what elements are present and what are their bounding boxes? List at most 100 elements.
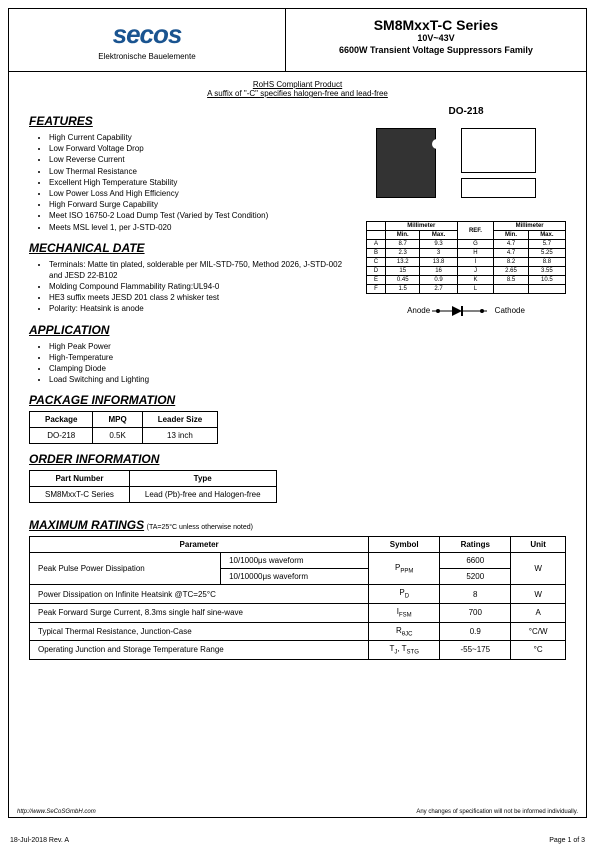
inner-footer: http://www.SeCoSGmbH.com Any changes of … [17,809,578,815]
table-header: Millimeter [494,222,566,231]
table-cell: 4.7 [494,240,529,249]
table-header: Max. [528,231,565,240]
anode-label: Anode [407,306,430,315]
list-item: High-Temperature [49,352,351,363]
dimension-table: Millimeter REF. Millimeter Min. Max. Min… [366,221,566,294]
package-marker [432,139,442,149]
list-item: Low Reverse Current [49,154,351,165]
table-cell: H [457,249,494,258]
table-header: Parameter [30,537,369,553]
logo-subtitle: Elektronische Bauelemente [24,52,270,61]
table-cell: A [367,240,386,249]
table-cell: Typical Thermal Resistance, Junction-Cas… [30,622,369,641]
table-cell: PPPM [369,553,440,585]
list-item: High Peak Power [49,341,351,352]
voltage-range: 10V~43V [296,33,576,43]
table-cell: 0.5K [93,428,142,444]
list-item: High Current Capability [49,132,351,143]
package-top-view [461,128,536,173]
table-cell: 8.8 [528,258,565,267]
table-header: Min. [494,231,529,240]
table-cell: Power Dissipation on Infinite Heatsink @… [30,585,369,604]
max-ratings-title: MAXIMUM RATINGS [29,518,144,532]
list-item: Clamping Diode [49,363,351,374]
rohs-line2: A suffix of "-C" specifies halogen-free … [9,89,586,98]
table-header: MPQ [93,412,142,428]
list-item: Molding Compound Flammability Rating:UL9… [49,281,351,292]
table-cell: -55~175 [440,641,511,660]
table-cell: 13 inch [142,428,217,444]
table-cell: L [457,285,494,294]
series-title: SM8MxxT-C Series [296,17,576,33]
footer-date: 18-Jul-2018 Rev. A [10,837,69,844]
header: secos Elektronische Bauelemente SM8MxxT-… [9,9,586,72]
table-cell: 13.2 [385,258,420,267]
table-cell: 8.5 [494,276,529,285]
diode-icon [432,304,492,318]
table-cell: 5.25 [528,249,565,258]
package-info-table: Package MPQ Leader Size DO-218 0.5K 13 i… [29,411,218,444]
table-header: Part Number [30,471,130,487]
table-cell: 3 [420,249,457,258]
table-header: Symbol [369,537,440,553]
order-info-title: ORDER INFORMATION [29,452,351,466]
table-header: Unit [511,537,566,553]
table-cell: 4.7 [494,249,529,258]
table-header: Type [129,471,276,487]
product-family: 6600W Transient Voltage Suppressors Fami… [296,45,576,55]
table-header: Max. [420,231,457,240]
table-cell: W [511,553,566,585]
list-item: High Forward Surge Capability [49,199,351,210]
table-header [367,222,386,231]
list-item: Meet ISO 16750-2 Load Dump Test (Varied … [49,210,351,221]
table-cell: 5.7 [528,240,565,249]
table-cell: F [367,285,386,294]
list-item: Excellent High Temperature Stability [49,177,351,188]
table-cell: 6600 [440,553,511,569]
order-info-table: Part Number Type SM8MxxT-C Series Lead (… [29,470,277,503]
rohs-line1: RoHS Compliant Product [9,80,586,89]
page-frame: secos Elektronische Bauelemente SM8MxxT-… [8,8,587,818]
table-cell: °C [511,641,566,660]
table-cell: 13.8 [420,258,457,267]
table-header: Leader Size [142,412,217,428]
table-cell: 0.45 [385,276,420,285]
table-cell: Lead (Pb)-free and Halogen-free [129,487,276,503]
table-cell: 0.9 [440,622,511,641]
table-cell: PD [369,585,440,604]
table-cell: 10.5 [528,276,565,285]
list-item: Polarity: Heatsink is anode [49,303,351,314]
diode-symbol: Anode Cathode [366,304,566,318]
table-cell: SM8MxxT-C Series [30,487,130,503]
max-ratings-section: MAXIMUM RATINGS (TA=25°C unless otherwis… [9,518,586,659]
table-cell: A [511,603,566,622]
table-cell: 10/1000μs waveform [221,553,369,569]
table-cell: 700 [440,603,511,622]
table-cell: C [367,258,386,267]
logo-cell: secos Elektronische Bauelemente [9,9,286,71]
list-item: Low Forward Voltage Drop [49,143,351,154]
footer-page: Page 1 of 3 [549,837,585,844]
footer-url: http://www.SeCoSGmbH.com [17,809,96,815]
table-cell [528,285,565,294]
content-area: FEATURES High Current Capability Low For… [9,106,586,503]
table-cell: 9.3 [420,240,457,249]
table-cell [494,285,529,294]
package-front-view [376,128,436,198]
table-cell: 10/10000μs waveform [221,569,369,585]
list-item: Low Thermal Resistance [49,166,351,177]
table-cell: 2.65 [494,267,529,276]
table-header: Min. [385,231,420,240]
table-header: REF. [457,222,494,240]
table-cell: 2.7 [420,285,457,294]
table-cell: 3.55 [528,267,565,276]
list-item: HE3 suffix meets JESD 201 class 2 whiske… [49,292,351,303]
application-title: APPLICATION [29,323,351,337]
table-cell: 5200 [440,569,511,585]
max-ratings-table: Parameter Symbol Ratings Unit Peak Pulse… [29,536,566,659]
table-cell: D [367,267,386,276]
table-cell: Operating Junction and Storage Temperatu… [30,641,369,660]
table-cell: 16 [420,267,457,276]
table-cell: °C/W [511,622,566,641]
table-header: Millimeter [385,222,457,231]
